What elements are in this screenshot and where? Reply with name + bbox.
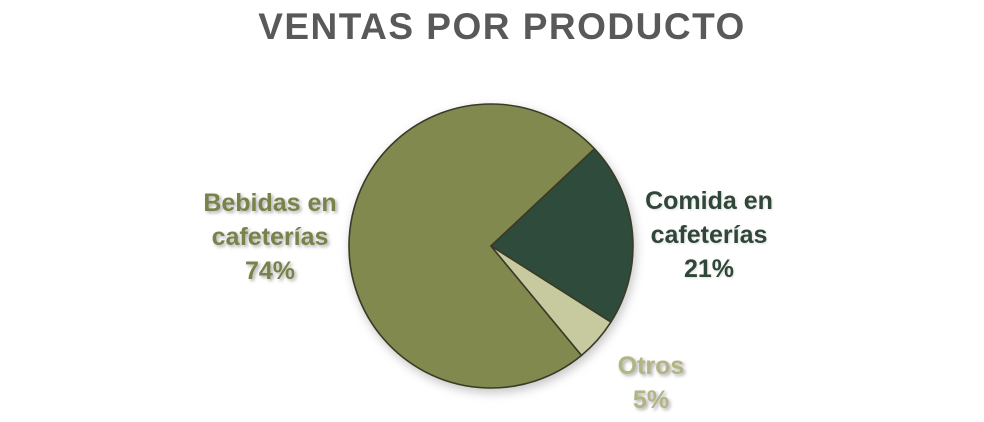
pie-label-comida-value: 21% bbox=[683, 255, 735, 283]
pie-label-bebidas-value: 74% bbox=[244, 257, 296, 285]
pie-label-comida-line2: cafeterías bbox=[650, 221, 768, 249]
pie-label-otros: Otros 5% bbox=[581, 349, 721, 417]
pie-label-comida-line1: Comida en bbox=[645, 187, 773, 215]
pie-label-bebidas: Bebidas en cafeterías 74% bbox=[180, 186, 360, 288]
pie-label-comida: Comida en cafeterías 21% bbox=[619, 184, 799, 286]
chart-title: VENTAS POR PRODUCTO bbox=[258, 6, 746, 47]
pie-label-bebidas-line1: Bebidas en bbox=[203, 189, 337, 217]
pie-slice-2 bbox=[490, 147, 634, 323]
pie-label-otros-value: 5% bbox=[632, 386, 670, 414]
pie-slice-3 bbox=[490, 245, 612, 357]
pie-chart bbox=[348, 103, 634, 389]
pie-label-otros-line1: Otros bbox=[617, 352, 685, 380]
pie-slice-1 bbox=[348, 103, 596, 389]
pie-label-bebidas-line2: cafeterías bbox=[211, 223, 329, 251]
